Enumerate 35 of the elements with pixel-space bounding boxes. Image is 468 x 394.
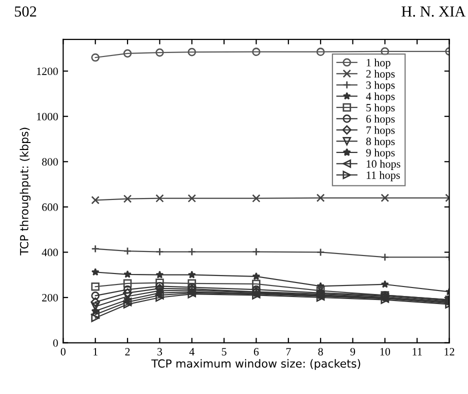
y-tick-label: 200	[42, 294, 58, 302]
y-tick-label: 0	[53, 339, 58, 347]
x-tick-label: 11	[412, 348, 422, 356]
legend-label: 2 hops	[366, 70, 395, 80]
x-axis-title: TCP maximum window size: (packets)	[151, 359, 360, 370]
x-tick-label: 8	[318, 348, 323, 356]
y-tick-label: 1200	[37, 68, 58, 76]
x-tick-label: 3	[157, 348, 162, 356]
x-tick-label: 0	[60, 348, 66, 356]
legend-label: 5 hops	[366, 104, 395, 114]
y-axis-title: TCP throughput: (kbps)	[20, 128, 31, 256]
text: 502	[14, 6, 36, 17]
x-tick-label: 5	[222, 348, 226, 356]
legend-label: 9 hops	[366, 148, 395, 159]
y-tick-label: 600	[42, 203, 58, 211]
x-tick-label: 1	[94, 348, 98, 356]
y-tick-label: 400	[42, 248, 58, 256]
legend-label: 7 hops	[366, 126, 395, 136]
x-tick-label: 4	[189, 348, 194, 356]
legend-label: 8 hops	[366, 137, 395, 148]
x-tick-label: 12	[444, 348, 454, 356]
legend-label: 10 hops	[366, 160, 400, 170]
text: H. N. XIA	[402, 6, 466, 17]
y-tick-label: 800	[42, 158, 58, 166]
legend-label: 6 hops	[366, 114, 395, 125]
x-tick-label: 10	[380, 348, 390, 356]
x-tick-label: 7	[286, 348, 291, 356]
legend-label: 3 hops	[366, 81, 395, 92]
legend-label: 1 hop	[366, 58, 390, 69]
x-tick-label: 2	[125, 348, 130, 356]
x-tick-label: 6	[254, 348, 259, 356]
y-tick-label: 1000	[37, 112, 58, 120]
legend-label: 4 hops	[366, 92, 395, 102]
x-tick-label: 9	[350, 348, 356, 356]
legend-label: 11 hops	[366, 171, 400, 182]
